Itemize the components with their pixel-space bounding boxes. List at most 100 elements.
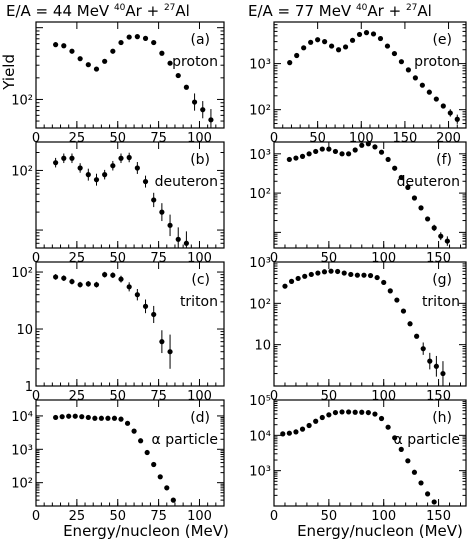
y-tick-label: 10⁵: [249, 394, 271, 409]
data-point: [69, 278, 75, 285]
data-point: [79, 414, 85, 420]
y-tick-label: 10³: [11, 443, 33, 458]
data-point: [167, 222, 173, 228]
y-tick-label: 1: [25, 380, 33, 395]
data-point: [306, 151, 312, 157]
data-point: [287, 60, 293, 66]
data-point: [363, 30, 370, 36]
data-point: [126, 34, 132, 40]
data-point: [332, 409, 339, 416]
data-point: [142, 303, 149, 309]
panel-label: (f): [436, 152, 452, 168]
plot-frame: [273, 261, 467, 387]
x-tick-label: 0: [270, 509, 278, 524]
header-right: E/A = 77 MeV 40Ar + 27Al: [248, 2, 432, 20]
data-point: [352, 409, 358, 415]
particle-label: proton: [414, 54, 460, 70]
data-point: [295, 275, 301, 282]
data-point: [322, 39, 328, 45]
data-point: [335, 268, 341, 275]
data-point: [414, 333, 420, 339]
x-tick-label: 75: [150, 509, 167, 524]
data-point: [346, 151, 352, 157]
y-tick-label: 10²: [11, 266, 33, 281]
data-point: [411, 195, 418, 201]
x-tick-label: 150: [392, 131, 417, 146]
plot-frame: [35, 21, 225, 129]
data-point: [110, 163, 116, 169]
data-point: [398, 174, 404, 181]
data-point: [425, 216, 431, 222]
y-tick-label: 10²: [11, 164, 33, 179]
data-point: [387, 288, 393, 294]
data-point: [306, 422, 312, 429]
data-point: [374, 274, 380, 281]
data-point: [77, 165, 83, 171]
panel-label: (c): [191, 272, 210, 288]
data-point: [85, 62, 91, 68]
data-point: [102, 58, 108, 64]
data-point: [341, 270, 347, 276]
x-axis-label-left: Energy/nucleon (MeV): [63, 522, 229, 540]
data-point: [69, 155, 75, 161]
particle-label: proton: [172, 54, 218, 70]
x-tick-label: 0: [270, 251, 278, 266]
panel-h: 0 50 100 150 10³ 10⁴ 10⁵ (h) α particle: [249, 394, 467, 524]
y-tick-label: 10⁴: [249, 429, 271, 444]
data-point: [286, 430, 292, 436]
data-point: [365, 141, 371, 147]
particle-label: deuteron: [397, 174, 460, 190]
data-point: [72, 413, 78, 419]
data-point: [349, 37, 356, 43]
data-point: [53, 160, 59, 166]
data-point: [319, 414, 325, 421]
data-point: [85, 172, 91, 178]
data-point: [61, 43, 67, 49]
x-tick-label: 0: [32, 389, 40, 404]
data-point: [110, 48, 116, 54]
data-point: [151, 461, 157, 468]
data-point: [378, 415, 385, 422]
data-point: [167, 60, 173, 66]
y-tick-label: 10: [16, 323, 33, 338]
data-point: [175, 72, 181, 79]
data-point: [183, 240, 189, 246]
x-tick-label: 50: [109, 509, 126, 524]
data-point: [53, 414, 59, 421]
data-point: [438, 233, 444, 239]
x-tick-label: 200: [436, 131, 461, 146]
panel-label: (g): [432, 272, 452, 288]
data-point: [398, 59, 405, 65]
data-point: [425, 491, 431, 497]
data-point: [151, 311, 157, 318]
data-point: [93, 177, 100, 183]
data-point: [191, 99, 198, 105]
data-point: [111, 415, 118, 421]
data-point: [372, 144, 378, 150]
data-point: [332, 148, 339, 155]
plot-frame: [35, 261, 225, 387]
y-tick-label: 10²: [249, 187, 271, 202]
data-point: [124, 420, 131, 426]
particle-label: α particle: [152, 432, 218, 448]
data-point: [98, 415, 104, 421]
data-point: [339, 409, 345, 415]
data-point: [346, 409, 352, 415]
data-point: [134, 34, 140, 40]
panel-d: 0 25 50 75 100 10² 10³ 10⁴ (d) α particle: [11, 399, 225, 524]
plot-frame: [273, 399, 467, 507]
data-point: [313, 148, 319, 155]
data-point: [118, 39, 124, 46]
x-tick-label: 50: [309, 131, 326, 146]
data-point: [313, 418, 319, 424]
data-point: [134, 292, 140, 298]
data-point: [138, 438, 144, 444]
data-point: [282, 283, 288, 289]
data-point: [151, 197, 157, 203]
